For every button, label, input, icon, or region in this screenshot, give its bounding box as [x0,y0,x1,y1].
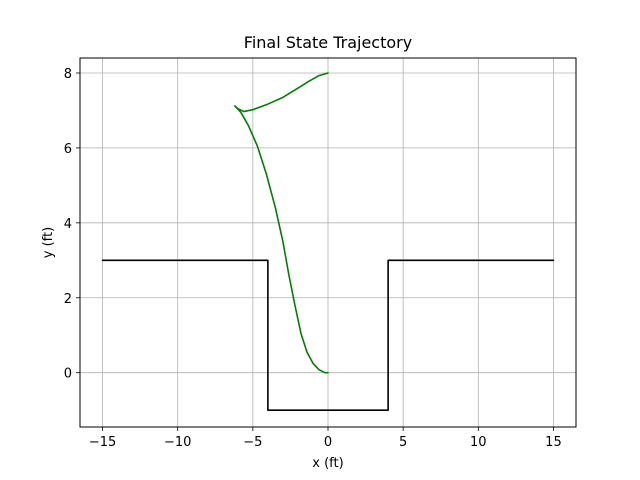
grid-lines [80,58,576,427]
x-tick-label: −15 [89,435,116,450]
series-layer [101,72,555,411]
x-tick-label: 10 [470,435,487,450]
trajectory-line [234,72,329,374]
y-tick-label: 0 [64,367,72,382]
y-tick-label: 8 [64,67,72,82]
chart-title: Final State Trajectory [244,33,412,52]
pit-boundary-line [101,259,555,411]
y-tick-label: 6 [64,142,72,157]
tick-layer: −15 −10 −5 0 5 10 15 0 2 4 6 8 [64,67,562,450]
x-tick-label: 0 [324,435,332,450]
x-axis-label: x (ft) [312,456,343,471]
x-tick-label: 5 [399,435,407,450]
x-tick-label: 15 [545,435,562,450]
y-tick-label: 2 [64,292,72,307]
y-axis-label: y (ft) [41,227,56,258]
x-tick-label: −5 [243,435,262,450]
x-tick-label: −10 [164,435,191,450]
y-tick-label: 4 [64,217,72,232]
